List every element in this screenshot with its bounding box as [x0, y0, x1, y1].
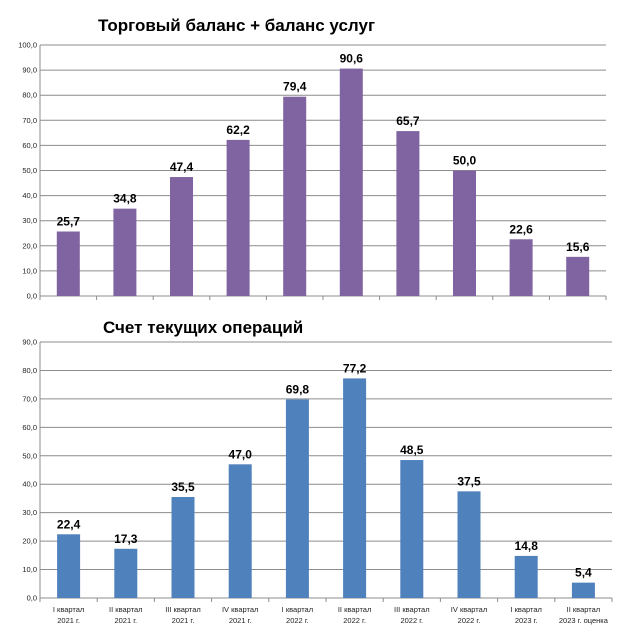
- y-tick-label: 40,0: [22, 191, 37, 200]
- y-tick-label: 60,0: [22, 423, 37, 432]
- data-label: 35,5: [171, 480, 195, 494]
- data-label: 22,6: [509, 222, 533, 236]
- bar: [509, 239, 533, 296]
- bar: [453, 170, 476, 296]
- data-label: 34,8: [113, 192, 137, 206]
- bar: [514, 555, 538, 598]
- bar: [571, 582, 595, 598]
- bar: [114, 548, 138, 598]
- trade-balance-chart: Торговый баланс + баланс услуг 0,0 10,0 20,…: [18, 16, 607, 301]
- x-tick-label: 2021 г.: [57, 616, 80, 625]
- data-label: 17,3: [114, 532, 138, 546]
- chart-title: Торговый баланс + баланс услуг: [98, 16, 375, 35]
- x-tick-label: 2021 г.: [172, 616, 195, 625]
- bar: [566, 256, 590, 296]
- bar: [457, 491, 481, 598]
- y-tick-label: 10,0: [22, 565, 37, 574]
- y-tick-label: 60,0: [22, 141, 37, 150]
- y-tick-label: 30,0: [22, 216, 37, 225]
- bar: [339, 68, 363, 297]
- data-label: 25,7: [57, 214, 81, 228]
- data-label: 47,0: [229, 447, 253, 461]
- y-tick-label: 0,0: [27, 292, 37, 301]
- data-label: 48,5: [400, 443, 424, 457]
- bar: [56, 231, 80, 296]
- data-label: 14,8: [515, 539, 539, 553]
- y-tick-label: 0,0: [27, 594, 37, 603]
- x-tick-label: 2022 г.: [286, 616, 309, 625]
- y-tick-label: 20,0: [22, 537, 37, 546]
- x-tick-label: 2021 г.: [114, 616, 137, 625]
- bar: [57, 534, 81, 598]
- y-tick-label: 90,0: [22, 338, 37, 347]
- x-tick-label: III квартал: [394, 605, 430, 614]
- bar: [396, 131, 420, 296]
- data-label: 15,6: [566, 240, 590, 254]
- y-tick-label: 80,0: [22, 366, 37, 375]
- bar: [170, 177, 193, 296]
- data-label: 5,4: [575, 566, 592, 580]
- x-tick-label: IV квартал: [451, 605, 487, 614]
- x-tick-label: 2021 г.: [229, 616, 252, 625]
- y-tick-label: 70,0: [22, 394, 37, 403]
- data-label: 65,7: [396, 114, 420, 128]
- y-tick-label: 70,0: [22, 116, 37, 125]
- x-tick-label: I квартал: [282, 605, 313, 614]
- bar: [226, 139, 250, 296]
- x-tick-label: IV квартал: [222, 605, 258, 614]
- data-label: 79,4: [283, 80, 307, 94]
- y-tick-label: 40,0: [22, 480, 37, 489]
- data-label: 77,2: [343, 361, 367, 375]
- data-label: 37,5: [457, 474, 481, 488]
- x-tick-label: II квартал: [109, 605, 143, 614]
- data-label: 47,4: [170, 160, 194, 174]
- x-tick-label: I квартал: [53, 605, 84, 614]
- data-label: 50,0: [453, 154, 477, 168]
- bar: [283, 96, 307, 297]
- bar: [285, 399, 309, 598]
- bar: [113, 208, 137, 296]
- x-tick-label: II квартал: [338, 605, 372, 614]
- x-tick-label: 2022 г.: [400, 616, 423, 625]
- y-tick-label: 100,0: [18, 41, 37, 50]
- x-tick-label: 2023 г.: [515, 616, 538, 625]
- y-tick-label: 20,0: [22, 241, 37, 250]
- bar: [343, 378, 367, 598]
- y-tick-label: 10,0: [22, 266, 37, 275]
- y-tick-label: 80,0: [22, 91, 37, 100]
- x-tick-label: 2022 г.: [343, 616, 366, 625]
- x-tick-label: III квартал: [165, 605, 201, 614]
- x-tick-label: II квартал: [567, 605, 601, 614]
- bar: [228, 464, 252, 598]
- y-tick-label: 90,0: [22, 66, 37, 75]
- bar: [400, 460, 424, 598]
- x-tick-label: 2023 г. оценка: [559, 616, 609, 625]
- data-label: 62,2: [226, 123, 250, 137]
- bar: [171, 497, 195, 598]
- chart-title: Счет текущих операций: [103, 318, 303, 337]
- y-tick-label: 50,0: [22, 166, 37, 175]
- data-label: 22,4: [57, 517, 81, 531]
- data-label: 69,8: [286, 382, 310, 396]
- current-account-chart: Счет текущих операций 0,0 10,0 20,0 30,0 40,0…: [22, 318, 613, 625]
- x-tick-label: 2022 г.: [458, 616, 481, 625]
- x-tick-label: I квартал: [510, 605, 541, 614]
- y-tick-label: 50,0: [22, 451, 37, 460]
- data-label: 90,6: [340, 52, 364, 66]
- y-tick-label: 30,0: [22, 508, 37, 517]
